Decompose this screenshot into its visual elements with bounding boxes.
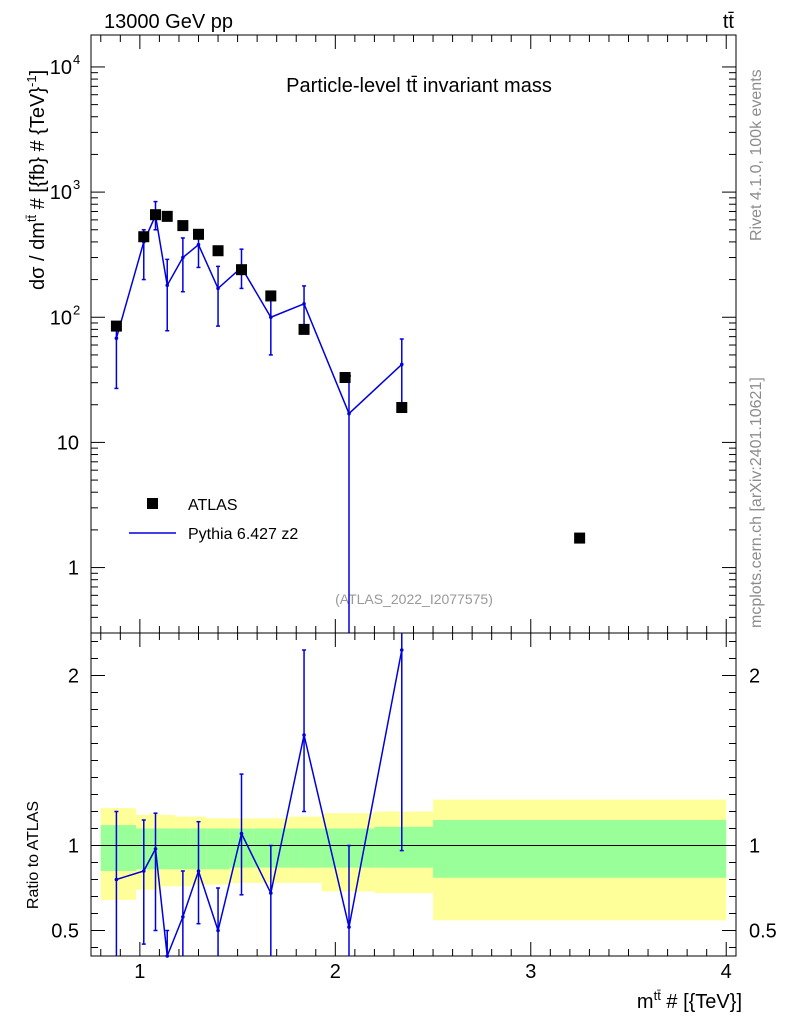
atlas-point [212, 245, 224, 257]
green-band-segment [159, 828, 176, 870]
ratio-point [196, 869, 201, 873]
pythia-point [399, 362, 404, 367]
pythia-point [347, 411, 351, 416]
x-tick-label: 4 [721, 961, 732, 983]
ratio-y-tick-label: 0.5 [51, 921, 79, 943]
green-band-segment [374, 826, 434, 868]
atlas-point [574, 532, 586, 544]
plot-title: Particle-level tt̄ invariant mass [286, 75, 552, 97]
y-tick-label-exponent: 2 [73, 302, 80, 317]
ratio-point [114, 877, 119, 882]
main-panel: Particle-level tt̄ invariant mass (ATLAS… [24, 34, 737, 634]
ratio-y-tick-label-right: 1 [749, 836, 760, 858]
ratio-point [302, 733, 306, 737]
atlas-point [110, 320, 122, 332]
ratio-point [347, 925, 351, 929]
x-axis-label: mtt̄ # [{TeV}] [637, 988, 742, 1013]
atlas-point [236, 264, 247, 276]
ratio-y-tick-label-right: 2 [749, 666, 760, 688]
ratio-uncertainty-bands [100, 799, 727, 921]
legend-label-pythia: Pythia 6.427 z2 [188, 526, 298, 543]
pythia-point [181, 255, 185, 260]
ratio-point [239, 831, 244, 836]
ratio-y-tick-label: 1 [68, 836, 79, 858]
main-frame [90, 34, 737, 634]
atlas-point [193, 228, 204, 240]
ratio-point [216, 928, 220, 933]
main-series [110, 200, 586, 633]
y-tick-label: 1 [68, 558, 79, 580]
green-band-segment [433, 820, 727, 878]
legend-label-atlas: ATLAS [188, 497, 238, 514]
ratio-y-tick-label-right: 0.5 [749, 921, 777, 943]
x-tick-label: 1 [134, 961, 145, 983]
ratio-point [399, 648, 404, 652]
green-band-segment [100, 825, 136, 871]
ratio-point [269, 891, 273, 895]
analysis-watermark: (ATLAS_2022_I2077575) [335, 591, 493, 607]
atlas-point [298, 323, 310, 335]
y-tick-label: 10 [50, 57, 72, 79]
legend-marker-atlas [147, 498, 158, 509]
green-band-segment [206, 828, 230, 870]
atlas-point [339, 372, 351, 384]
ratio-series [114, 633, 404, 958]
header-right: tt̄ [723, 11, 735, 33]
ratio-pythia-line [116, 649, 403, 957]
atlas-point [177, 220, 189, 232]
pythia-point [114, 336, 119, 341]
y-tick-label: 10 [50, 182, 72, 204]
y-tick-label: 10 [57, 432, 79, 454]
pythia-point [165, 283, 170, 288]
atlas-point [396, 402, 408, 414]
ratio-point [165, 954, 170, 958]
source-url-label: mcplots.cern.ch [arXiv:2401.10621] [748, 377, 765, 628]
y-tick-label-exponent: 4 [73, 52, 80, 67]
pythia-point [269, 315, 273, 320]
green-band-segment [288, 828, 322, 868]
y-tick-label-exponent: 3 [73, 177, 80, 192]
ratio-point [141, 869, 146, 873]
green-band-segment [135, 828, 150, 870]
atlas-point [138, 231, 150, 243]
y-tick-label: 10 [50, 307, 72, 329]
ratio-y-tick-label: 2 [68, 666, 79, 688]
pythia-point [302, 302, 306, 306]
pythia-point [196, 242, 201, 247]
x-tick-label: 2 [330, 961, 341, 983]
rivet-version-label: Rivet 4.1.0, 100k events [748, 69, 765, 241]
ratio-panel: 0.5 0.5 1 1 2 2 1 2 3 4 Ratio to ATLAS mtt̄ # [{T… [25, 632, 777, 1013]
x-tick-label: 3 [525, 961, 536, 983]
y-axis-label: dσ / dmtt̄ # [{fb} # {TeV}-1] [24, 70, 49, 290]
ratio-point [181, 915, 185, 919]
atlas-point [161, 210, 173, 222]
legend: ATLAS Pythia 6.427 z2 [129, 497, 298, 543]
ratio-point [153, 847, 158, 851]
atlas-point [265, 290, 277, 302]
pythia-line [115, 212, 403, 415]
ratio-y-axis-label: Ratio to ATLAS [25, 801, 42, 909]
ratio-axes: 0.5 0.5 1 1 2 2 1 2 3 4 [51, 632, 777, 983]
atlas-point [150, 209, 161, 221]
green-band-segment [175, 828, 191, 870]
header-left: 13000 GeV pp [104, 11, 233, 33]
pythia-point [216, 286, 220, 291]
